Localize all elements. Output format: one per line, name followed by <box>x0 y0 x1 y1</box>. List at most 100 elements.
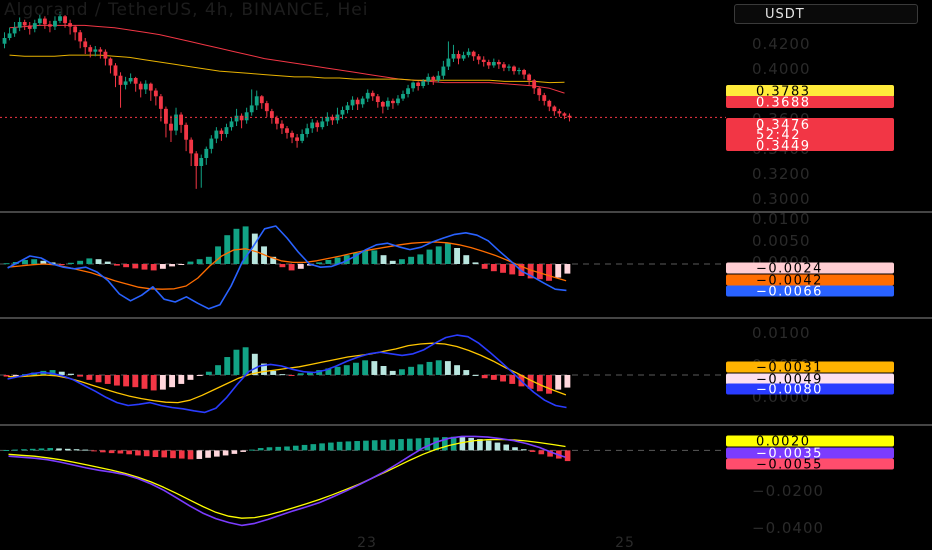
price-label-ma-red-text: 0.3688 <box>756 96 811 111</box>
histogram-bar <box>178 374 185 384</box>
histogram-bar <box>371 250 378 264</box>
histogram-bar <box>459 437 466 451</box>
candle-body <box>557 111 562 114</box>
histogram-bar <box>564 264 571 274</box>
histogram-bar <box>275 446 282 451</box>
macd3-label-2: −0.0055 <box>726 458 894 473</box>
histogram-bar <box>100 450 106 453</box>
candle-body <box>164 108 168 124</box>
histogram-bar <box>398 369 405 375</box>
histogram-bar <box>316 370 323 375</box>
candle-body <box>179 114 183 125</box>
histogram-bar <box>187 450 194 460</box>
histogram-bar <box>490 264 497 272</box>
candle-body <box>496 62 501 65</box>
candle-body <box>169 123 173 131</box>
candle-body <box>63 16 67 24</box>
candle-body <box>174 114 178 131</box>
histogram-bar <box>49 370 56 375</box>
histogram-bar <box>242 347 249 375</box>
histogram-bar <box>389 370 396 375</box>
macd1-label-1-bg <box>726 274 894 286</box>
currency-selector[interactable]: USDT <box>734 4 918 24</box>
histogram-bar <box>12 374 19 376</box>
y-tick-label: −0.0400 <box>752 519 824 537</box>
histogram-bar <box>178 450 185 459</box>
candle-body <box>113 65 118 76</box>
histogram-bar <box>527 264 534 279</box>
candle-body <box>537 88 542 96</box>
histogram-bar <box>104 261 111 264</box>
candle-body <box>507 66 511 68</box>
histogram-bar <box>135 450 141 456</box>
macd2-label-2-bg <box>726 383 894 395</box>
histogram-bar <box>143 450 150 457</box>
time-axis-label: 25 <box>615 535 635 550</box>
histogram-bar <box>141 264 148 270</box>
macd-line <box>7 334 567 414</box>
candle-body <box>219 130 224 134</box>
signal-line <box>8 342 567 404</box>
y-tick-label: −0.0200 <box>752 482 824 500</box>
histogram-bar <box>564 374 571 388</box>
candle-body <box>375 96 380 102</box>
histogram-bar <box>249 449 255 451</box>
candle-body <box>295 137 300 141</box>
histogram-bar <box>205 371 212 375</box>
histogram-bar <box>564 450 571 462</box>
histogram-bar <box>398 439 404 451</box>
candle-body <box>48 24 52 27</box>
y-tick-label: 0.2800 <box>752 0 811 4</box>
price-label-ma-yellow: 0.3783 <box>726 85 894 100</box>
histogram-bar <box>257 448 264 451</box>
histogram-bar <box>546 374 552 394</box>
histogram-bar <box>233 349 240 375</box>
histogram-bar <box>463 255 470 264</box>
candle-body <box>274 118 279 124</box>
histogram-bar <box>527 374 534 389</box>
macd1-label-2-bg <box>726 285 894 297</box>
histogram-bar <box>196 374 203 376</box>
histogram-bar <box>49 262 56 264</box>
macd2-label-0-bg <box>726 361 894 373</box>
macd3-label-1-bg <box>726 447 894 459</box>
candle-body <box>416 82 421 86</box>
candle-body <box>78 32 83 42</box>
y-tick-label: 0.0100 <box>752 324 811 342</box>
candle-body <box>547 100 552 107</box>
candle-body <box>27 25 32 29</box>
candle-body <box>22 22 27 26</box>
histogram-bar <box>363 440 369 451</box>
candle-body <box>501 64 506 68</box>
histogram-bar <box>343 365 350 375</box>
histogram-bar <box>546 264 552 281</box>
histogram-bar <box>334 257 341 264</box>
histogram-bar <box>406 438 413 451</box>
candle-body <box>345 105 350 110</box>
candle-body <box>451 54 456 59</box>
histogram-bar <box>353 362 359 375</box>
histogram-bar <box>353 252 359 264</box>
histogram-bar <box>398 259 405 264</box>
candle-body <box>189 139 194 154</box>
candle-body <box>562 113 567 116</box>
candle-body <box>471 51 476 57</box>
candle-body <box>325 116 330 122</box>
candle-body <box>396 98 400 104</box>
histogram-bar <box>251 233 258 264</box>
histogram-bar <box>472 374 479 376</box>
histogram-bar <box>500 264 506 273</box>
histogram-bar <box>132 264 139 269</box>
candle-body <box>481 59 486 62</box>
candle-body <box>199 158 204 166</box>
candle-body <box>234 115 239 122</box>
histogram-bar <box>297 373 304 375</box>
histogram-bar <box>58 371 65 375</box>
histogram-bar <box>266 447 273 451</box>
histogram-bar <box>108 450 115 454</box>
macd2-label-2-text: −0.0080 <box>756 383 823 398</box>
histogram-bar <box>270 256 277 264</box>
candle-body <box>209 138 214 149</box>
histogram-bar <box>86 258 93 264</box>
